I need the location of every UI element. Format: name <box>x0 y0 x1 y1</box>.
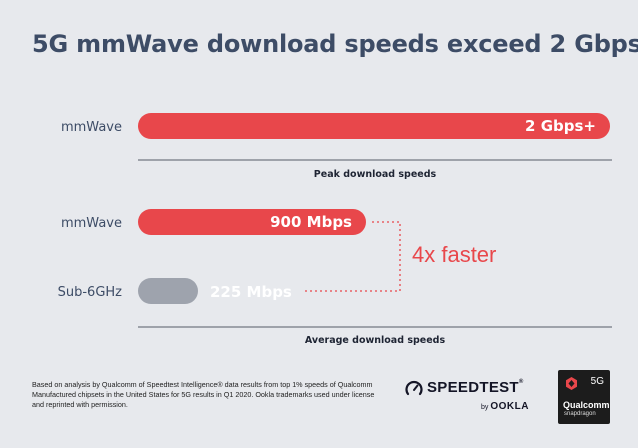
category-label: mmWave <box>61 120 122 135</box>
badge-5g: 5G <box>590 376 604 387</box>
chart-title: 5G mmWave download speeds exceed 2 Gbps <box>32 30 638 58</box>
snapdragon-chip-icon <box>566 377 577 390</box>
speedtest-gauge-icon <box>405 380 423 396</box>
snapdragon-wordmark: snapdragon <box>564 411 596 417</box>
speedtest-logo: SPEEDTEST® by OOKLA <box>405 376 535 416</box>
ookla-byline: by OOKLA <box>481 401 529 412</box>
axis-label: Peak download speeds <box>314 169 437 180</box>
data-label: 2 Gbps+ <box>525 117 596 135</box>
speedtest-wordmark: SPEEDTEST® <box>427 379 524 396</box>
qualcomm-wordmark: Qualcomm <box>563 400 610 410</box>
bar <box>138 278 198 304</box>
category-label: Sub-6GHz <box>58 285 123 300</box>
annotation-label: 4x faster <box>412 242 496 267</box>
data-label: 225 Mbps <box>210 283 292 301</box>
category-label: mmWave <box>61 216 122 231</box>
axis-label: Average download speeds <box>305 335 446 346</box>
data-label: 900 Mbps <box>270 213 352 231</box>
qualcomm-snapdragon-badge: 5G Qualcomm snapdragon <box>558 370 610 424</box>
footnote: Based on analysis by Qualcomm of Speedte… <box>32 380 375 409</box>
comparison-bracket <box>302 221 401 292</box>
bar <box>138 209 366 235</box>
bar <box>138 113 610 139</box>
